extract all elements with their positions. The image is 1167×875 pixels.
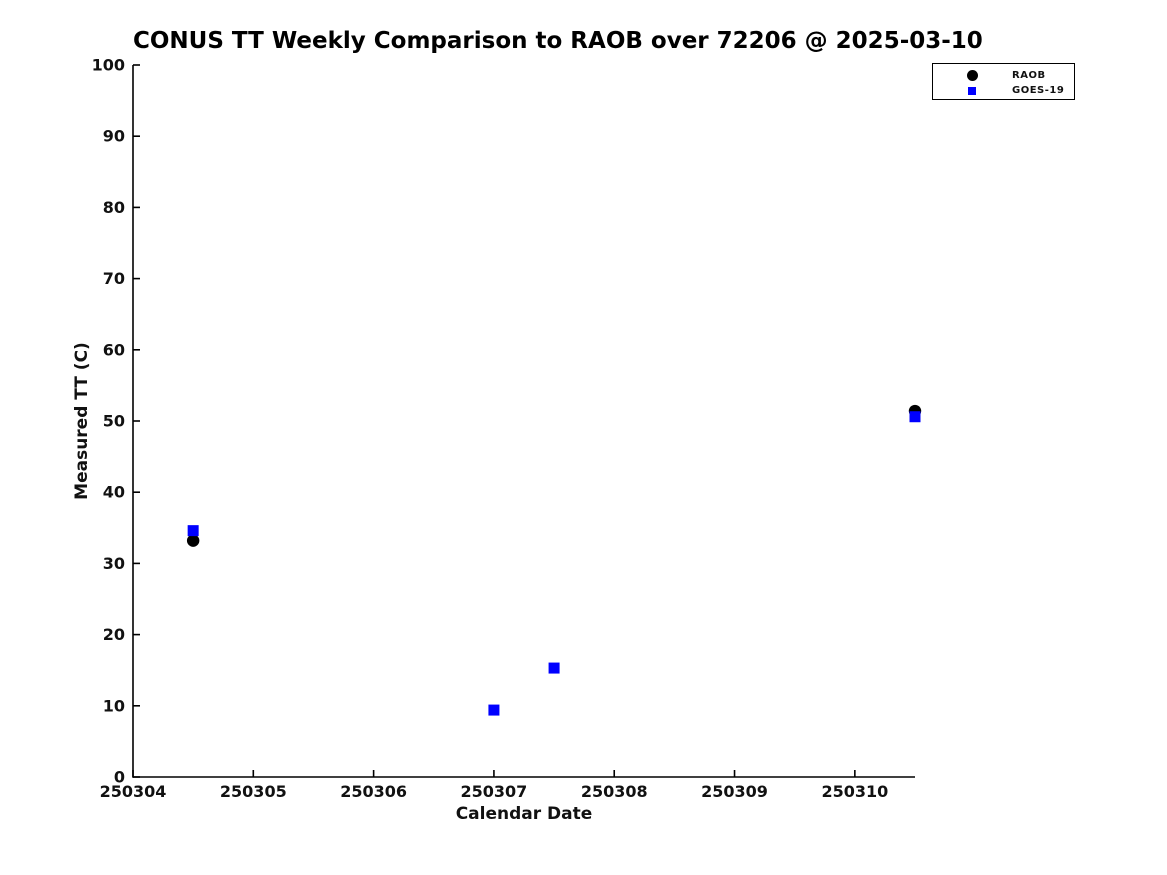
y-tick-label: 0: [114, 768, 125, 787]
y-tick-label: 70: [103, 269, 125, 288]
goes-19-data-point: [187, 525, 199, 537]
legend: RAOB GOES-19: [932, 63, 1075, 100]
x-tick-label: 250304: [100, 782, 167, 801]
goes-19-data-point: [909, 411, 921, 423]
legend-item-raob: RAOB: [933, 68, 1074, 83]
legend-label-goes19: GOES-19: [1012, 85, 1065, 96]
x-axis-label: Calendar Date: [455, 804, 593, 824]
y-tick-label: 90: [103, 127, 125, 146]
y-tick-label: 50: [103, 412, 125, 431]
chart-title: CONUS TT Weekly Comparison to RAOB over …: [133, 28, 983, 54]
x-tick-label: 250307: [461, 782, 528, 801]
legend-label-raob: RAOB: [1012, 70, 1046, 81]
legend-marker-box: [962, 86, 982, 95]
legend-marker-box: [962, 70, 982, 81]
y-tick-label: 100: [92, 56, 125, 75]
raob-circle-marker-icon: [966, 70, 978, 81]
y-tick-label: 80: [103, 198, 125, 217]
y-tick-label: 10: [103, 696, 125, 715]
x-tick-label: 250308: [581, 782, 648, 801]
y-tick-label: 20: [103, 625, 125, 644]
legend-item-goes19: GOES-19: [933, 83, 1074, 98]
x-tick-label: 250305: [220, 782, 287, 801]
raob-data-point: [186, 534, 200, 547]
x-tick-label: 250309: [701, 782, 768, 801]
y-tick-label: 60: [103, 340, 125, 359]
y-tick-label: 30: [103, 554, 125, 573]
x-tick-label: 250310: [821, 782, 888, 801]
x-tick-label: 250306: [340, 782, 407, 801]
goes19-square-marker-icon: [968, 86, 976, 95]
goes-19-data-point: [488, 704, 500, 716]
goes-19-data-point: [548, 662, 560, 674]
y-tick-label: 40: [103, 483, 125, 502]
